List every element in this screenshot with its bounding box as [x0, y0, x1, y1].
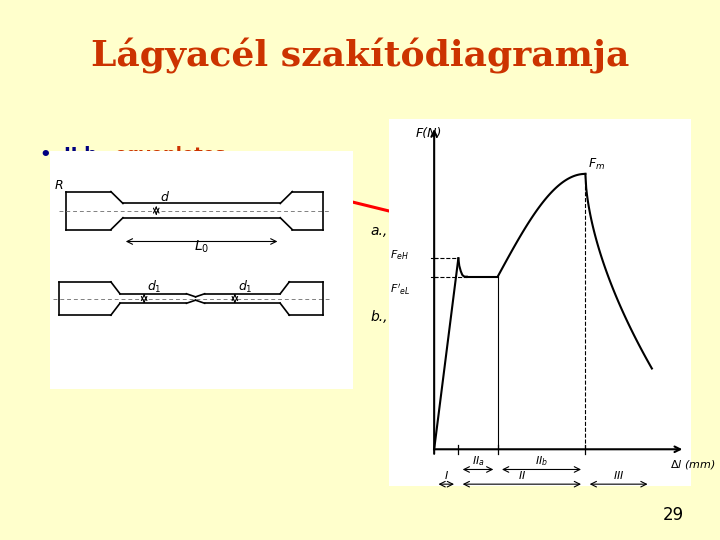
Text: $d_1$: $d_1$ — [147, 279, 162, 295]
Text: R: R — [55, 179, 63, 192]
Text: d: d — [161, 191, 168, 204]
Text: $II_b$: $II_b$ — [535, 454, 548, 468]
Text: $II_a$: $II_a$ — [472, 454, 485, 468]
Text: $I$: $I$ — [444, 469, 449, 481]
Text: $F_{eH}$: $F_{eH}$ — [390, 248, 409, 261]
Text: a.,: a., — [371, 224, 388, 238]
Text: $II$: $II$ — [518, 469, 526, 481]
Text: $III$: $III$ — [613, 469, 624, 481]
Text: egyenletes: egyenletes — [114, 146, 225, 164]
Text: b.,: b., — [371, 310, 388, 325]
Text: F(N): F(N) — [416, 127, 442, 140]
Text: alakváltozás szakasza.: alakváltozás szakasza. — [65, 186, 294, 204]
Text: 29: 29 — [663, 506, 684, 524]
Text: $L_0$: $L_0$ — [194, 239, 210, 255]
Text: Lágyacél szakítódiagramja: Lágyacél szakítódiagramja — [91, 38, 629, 74]
Text: $F_m$: $F_m$ — [588, 157, 606, 172]
Text: •  II.b.: • II.b. — [40, 146, 110, 164]
Text: $\Delta l$ (mm): $\Delta l$ (mm) — [670, 458, 716, 471]
Text: $d_1$: $d_1$ — [238, 279, 253, 295]
Text: $F'_{eL}$: $F'_{eL}$ — [390, 282, 410, 297]
